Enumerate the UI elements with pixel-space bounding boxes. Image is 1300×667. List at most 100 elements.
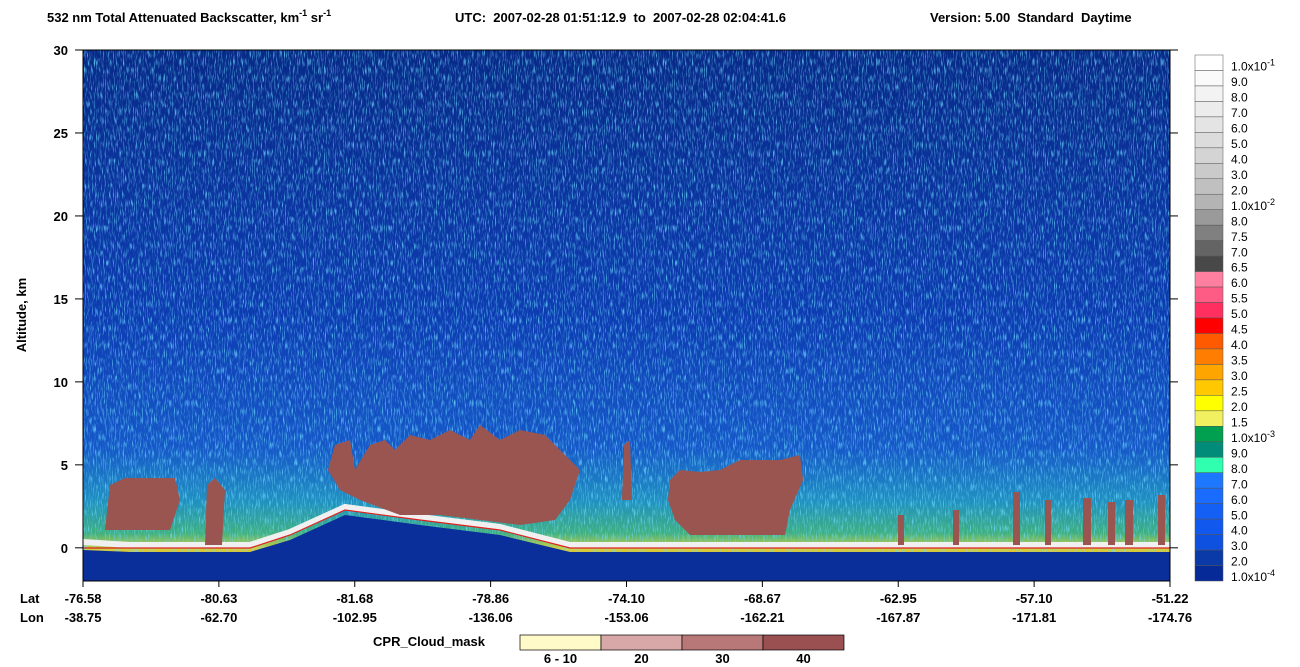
cpr-legend-box [519, 634, 602, 651]
x-tick-label: -102.95 [333, 610, 377, 625]
colorbar-box [1194, 147, 1224, 164]
colorbar-label-base: 1.0x10 [1231, 431, 1267, 445]
colorbar-box [1194, 70, 1224, 87]
x-tick-label: -76.58 [65, 591, 102, 606]
cloud [1013, 492, 1020, 545]
colorbar-box [1194, 472, 1224, 489]
y-tick-label: 30 [54, 43, 68, 58]
colorbar-label: 7.5 [1231, 230, 1248, 244]
colorbar-box [1194, 132, 1224, 149]
colorbar-box [1194, 534, 1224, 551]
title-unit: sr [307, 10, 323, 25]
colorbar-box [1194, 85, 1224, 102]
colorbar-label-base: 1.0x10 [1231, 199, 1267, 213]
cloud [622, 440, 632, 500]
colorbar-label: 1.0x10-1 [1231, 58, 1275, 74]
colorbar-box [1194, 487, 1224, 504]
surface-elevation-line [83, 509, 1170, 549]
colorbar-label: 2.5 [1231, 384, 1248, 398]
colorbar-label: 1.0x10-4 [1231, 568, 1275, 584]
colorbar-box [1194, 379, 1224, 396]
colorbar-box [1194, 193, 1224, 210]
colorbar-label: 7.0 [1231, 106, 1248, 120]
colorbar-label: 7.0 [1231, 245, 1248, 259]
x-tick-label: -38.75 [65, 610, 102, 625]
x-tick-label: -62.70 [200, 610, 237, 625]
colorbar-label: 4.0 [1231, 338, 1248, 352]
y-tick-label: 5 [61, 458, 68, 473]
colorbar-label: 8.0 [1231, 91, 1248, 105]
colorbar-label: 3.0 [1231, 168, 1248, 182]
x-tick-label: -68.67 [744, 591, 781, 606]
colorbar-box [1194, 209, 1224, 226]
colorbar-box [1194, 549, 1224, 566]
cpr-legend-box [681, 634, 764, 651]
x-tick-label: -80.63 [200, 591, 237, 606]
colorbar-box [1194, 286, 1224, 303]
colorbar-box [1194, 441, 1224, 458]
colorbar-box [1194, 101, 1224, 118]
colorbar-box [1194, 518, 1224, 535]
x-tick-label: -51.22 [1152, 591, 1189, 606]
cloud [1158, 495, 1165, 545]
colorbar-label: 6.0 [1231, 121, 1248, 135]
x-tick-label: -57.10 [1016, 591, 1053, 606]
colorbar-label: 2.0 [1231, 183, 1248, 197]
x-tick-label: -136.06 [469, 610, 513, 625]
colorbar-box [1194, 410, 1224, 427]
colorbar-box [1194, 348, 1224, 365]
plot-area [83, 50, 1170, 581]
colorbar-label-base: 1.0x10 [1231, 60, 1267, 74]
cloud [1083, 498, 1091, 545]
colorbar-label: 4.5 [1231, 323, 1248, 337]
colorbar-label: 1.0x10-3 [1231, 429, 1275, 445]
colorbar-label: 3.5 [1231, 354, 1248, 368]
cloud [328, 425, 580, 525]
cloud [105, 478, 180, 530]
colorbar-box [1194, 395, 1224, 412]
colorbar-label-sup: -3 [1267, 429, 1275, 439]
title-sup: -1 [323, 8, 331, 18]
colorbar: 1.0x10-19.08.07.06.05.04.03.02.01.0x10-2… [1194, 54, 1275, 584]
colorbar-label: 5.0 [1231, 508, 1248, 522]
cpr-legend-title: CPR_Cloud_mask [373, 634, 486, 649]
y-tick-label: 10 [54, 375, 68, 390]
colorbar-box [1194, 456, 1224, 473]
colorbar-label: 5.0 [1231, 307, 1248, 321]
x-tick-label: -81.68 [336, 591, 373, 606]
colorbar-label-base: 1.0x10 [1231, 570, 1267, 584]
cpr-legend-label: 6 - 10 [544, 651, 577, 666]
surface-return [83, 503, 1170, 548]
colorbar-box [1194, 333, 1224, 350]
cloud [1125, 500, 1133, 545]
colorbar-label: 3.0 [1231, 539, 1248, 553]
backscatter-noise [83, 50, 1170, 581]
colorbar-box [1194, 565, 1224, 582]
colorbar-label: 6.0 [1231, 493, 1248, 507]
y-tick-label: 20 [54, 209, 68, 224]
y-axis-label: Altitude, km [14, 278, 29, 352]
colorbar-box [1194, 255, 1224, 272]
colorbar-box [1194, 302, 1224, 319]
colorbar-box [1194, 503, 1224, 520]
x-tick-label: -78.86 [472, 591, 509, 606]
colorbar-box [1194, 178, 1224, 195]
colorbar-label: 5.5 [1231, 292, 1248, 306]
x-tick-label: -171.81 [1012, 610, 1056, 625]
y-tick-label: 25 [54, 126, 68, 141]
cloud [668, 455, 803, 535]
colorbar-label-sup: -1 [1267, 58, 1275, 68]
x-tick-label: -153.06 [604, 610, 648, 625]
colorbar-label: 9.0 [1231, 446, 1248, 460]
colorbar-label-sup: -4 [1267, 568, 1275, 578]
colorbar-box [1194, 271, 1224, 288]
colorbar-label: 8.0 [1231, 214, 1248, 228]
colorbar-label: 4.0 [1231, 152, 1248, 166]
colorbar-box [1194, 364, 1224, 381]
cpr-legend-label: 20 [634, 651, 648, 666]
colorbar-box [1194, 317, 1224, 334]
cloud [1045, 500, 1051, 545]
x-row-title: Lon [20, 610, 44, 625]
colorbar-label-sup: -2 [1267, 197, 1275, 207]
